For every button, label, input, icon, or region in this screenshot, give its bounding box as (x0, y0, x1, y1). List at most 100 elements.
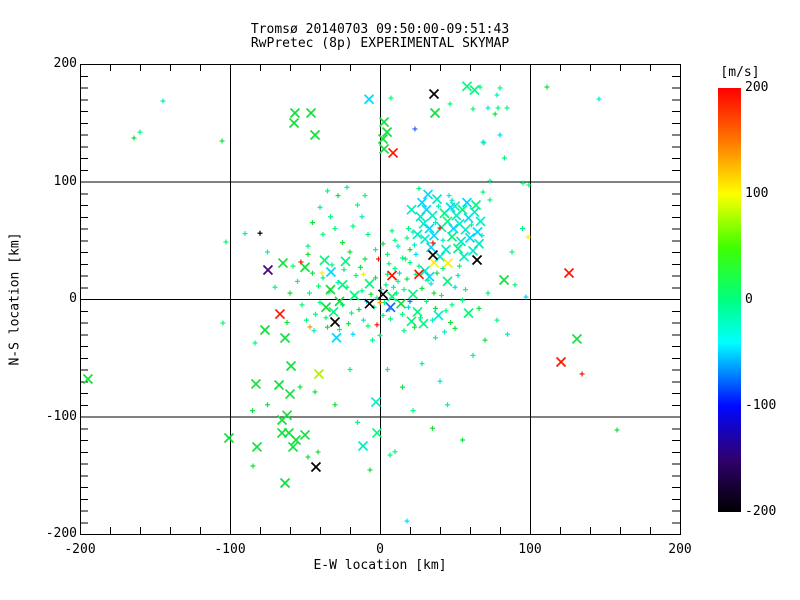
data-point-marker-x (319, 255, 330, 266)
data-point-marker-plus (526, 182, 532, 188)
data-point-marker-plus (412, 126, 418, 132)
data-point-marker-x (498, 274, 510, 286)
data-point-marker-plus (470, 352, 476, 358)
data-point-marker-plus (382, 300, 387, 306)
data-point-marker-x (386, 270, 398, 281)
data-point-marker-plus (305, 454, 311, 460)
data-point-marker-x (82, 373, 94, 385)
data-point-marker-x (288, 117, 300, 129)
data-point-marker-x (259, 324, 271, 336)
data-point-marker-x (449, 201, 461, 212)
data-point-marker-x (452, 243, 464, 254)
data-point-marker-x (419, 233, 431, 245)
data-point-marker-plus (395, 243, 401, 249)
data-point-marker-plus (359, 214, 365, 220)
data-point-marker-plus (392, 449, 398, 455)
colorbar-unit-label: [m/s] (720, 65, 760, 80)
data-point-marker-x (299, 262, 311, 273)
data-point-marker-x (290, 434, 302, 446)
data-point-marker-plus (380, 312, 386, 318)
data-point-marker-x (457, 204, 468, 215)
data-point-marker-plus (440, 265, 446, 271)
data-point-marker-plus (313, 311, 318, 317)
data-point-marker-plus (452, 325, 458, 331)
data-point-marker-plus (448, 320, 453, 325)
data-point-marker-plus (410, 229, 416, 235)
data-point-marker-plus (373, 247, 378, 253)
data-point-marker-plus (370, 337, 375, 343)
data-point-marker-plus (403, 256, 408, 262)
data-point-marker-plus (433, 220, 438, 226)
data-point-marker-plus (485, 290, 491, 296)
data-point-marker-plus (304, 317, 309, 323)
colorbar-tick-label: 0 (745, 292, 753, 307)
data-point-marker-plus (385, 251, 390, 257)
data-point-marker-plus (614, 427, 620, 433)
data-point-marker-plus (361, 271, 366, 277)
data-point-marker-x (419, 265, 431, 276)
data-point-marker-x (470, 199, 482, 211)
data-point-marker-plus (383, 282, 389, 288)
data-point-marker-plus (401, 328, 407, 334)
data-point-marker-plus (250, 463, 256, 469)
data-point-marker-plus (392, 265, 398, 271)
data-point-marker-x (471, 254, 483, 266)
data-point-marker-plus (250, 408, 255, 414)
data-point-marker-plus (397, 270, 402, 276)
data-point-marker-plus (520, 180, 526, 186)
data-point-marker-plus (446, 193, 452, 199)
data-point-marker-plus (242, 231, 248, 237)
data-point-marker-plus (332, 226, 338, 231)
data-point-marker-plus (312, 389, 318, 395)
data-point-marker-plus (433, 335, 438, 341)
data-point-marker-plus (307, 290, 312, 296)
data-point-marker-plus (440, 237, 446, 243)
data-point-marker-plus (485, 105, 491, 111)
data-point-marker-x (349, 290, 360, 301)
data-point-marker-x (334, 296, 345, 307)
x-tick-label: -200 (64, 542, 96, 557)
data-point-marker-plus (359, 288, 365, 294)
data-point-marker-plus (347, 249, 353, 255)
data-point-marker-plus (482, 337, 488, 343)
data-point-marker-x (378, 143, 390, 155)
colorbar-tick-label: -100 (745, 398, 777, 413)
data-point-marker-plus (257, 230, 263, 236)
data-point-marker-plus (544, 84, 550, 90)
data-point-marker-x (363, 94, 375, 105)
data-point-marker-plus (265, 249, 270, 255)
data-point-marker-x (464, 232, 476, 244)
data-point-marker-plus (407, 298, 413, 304)
chart-title: Tromsø 20140703 09:50:00-09:51:43 (250, 22, 510, 37)
data-point-marker-plus (505, 331, 510, 337)
data-point-marker-x (378, 116, 390, 128)
data-point-marker-plus (442, 329, 447, 335)
data-point-marker-plus (428, 281, 434, 287)
data-point-marker-plus (504, 105, 510, 111)
data-point-marker-x (277, 257, 289, 269)
data-point-marker-plus (317, 204, 323, 210)
data-point-marker-plus (350, 331, 356, 337)
data-point-marker-plus (492, 111, 498, 117)
data-point-marker-x (425, 242, 437, 253)
data-point-marker-plus (349, 310, 354, 316)
data-point-marker-x (364, 278, 375, 289)
data-point-marker-plus (320, 231, 326, 237)
x-tick-label: 200 (668, 542, 692, 557)
data-point-marker-plus (479, 233, 485, 239)
data-point-marker-plus (494, 317, 500, 323)
data-point-marker-plus (298, 259, 304, 265)
data-point-marker-plus (379, 287, 384, 293)
data-point-marker-plus (252, 340, 258, 346)
data-point-marker-plus (311, 328, 317, 334)
y-tick-label: 200 (53, 56, 77, 71)
y-tick-label: 0 (69, 291, 77, 306)
data-point-marker-plus (502, 155, 507, 161)
data-point-marker-x (331, 332, 342, 343)
data-point-marker-plus (290, 263, 296, 269)
data-point-marker-x (340, 256, 351, 267)
data-point-marker-plus (412, 324, 417, 330)
data-point-marker-plus (329, 262, 335, 268)
data-point-marker-plus (392, 237, 398, 243)
